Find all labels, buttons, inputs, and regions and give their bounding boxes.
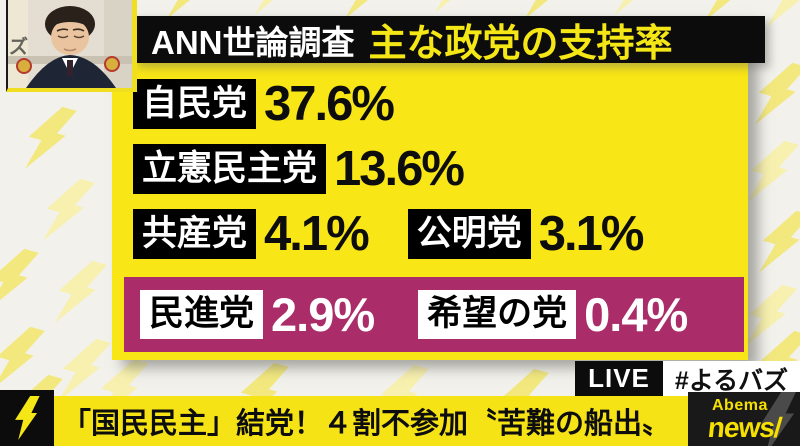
party-value-komeito: 3.1% bbox=[538, 207, 645, 261]
poll-source-label: ANN世論調査 bbox=[151, 23, 355, 61]
poll-title: 主な政党の支持率 bbox=[368, 23, 673, 65]
ticker-headline: 「国民民主」結党！４割不参加〝苦難の船出〟 bbox=[62, 408, 672, 440]
logo-lightning-bolt-icon bbox=[761, 392, 796, 446]
party-name-komeito: 公明党 bbox=[407, 208, 531, 260]
party-value-dp: 2.9% bbox=[271, 288, 375, 341]
poll-row-ldp: 自民党 37.6% bbox=[133, 76, 395, 132]
lightning-bolt-pattern bbox=[744, 284, 797, 347]
lightning-bolt-pattern bbox=[766, 0, 800, 27]
ticker-bolt-badge bbox=[0, 390, 54, 446]
poll-header-bar: ANN世論調査 主な政党の支持率 bbox=[133, 16, 765, 65]
lightning-bolt-pattern bbox=[54, 260, 107, 323]
party-name-jcp: 共産党 bbox=[133, 208, 257, 260]
lightning-bolt-pattern bbox=[166, 0, 219, 19]
lightning-bolt-pattern bbox=[24, 106, 77, 169]
lightning-bolt-icon bbox=[15, 396, 40, 440]
video-thumbnail: ズ bbox=[6, 0, 137, 92]
lightning-bolt-pattern bbox=[746, 140, 799, 203]
ticker-bar bbox=[0, 396, 800, 446]
party-value-kibo: 0.4% bbox=[584, 288, 688, 341]
party-value-jcp: 4.1% bbox=[264, 207, 370, 261]
party-name-ldp: 自民党 bbox=[133, 78, 257, 130]
party-value-ldp: 37.6% bbox=[264, 77, 395, 131]
lightning-bolt-pattern bbox=[344, 0, 397, 19]
lightning-bolt-pattern bbox=[0, 248, 39, 311]
hashtag-label: #よるバズ bbox=[663, 361, 800, 396]
lightning-bolt-pattern bbox=[0, 326, 45, 389]
live-badge: LIVE bbox=[575, 361, 663, 396]
lightning-bolt-pattern bbox=[42, 178, 95, 241]
lightning-bolt-pattern bbox=[704, 0, 757, 21]
poll-row-cdp: 立憲民主党 13.6% bbox=[133, 141, 465, 197]
poll-row-jcp-komeito: 共産党 4.1% 公明党 3.1% bbox=[133, 206, 645, 262]
studio-guest-illustration bbox=[8, 0, 132, 88]
lightning-bolt-pattern bbox=[58, 338, 111, 401]
logo-text-news: news/ bbox=[706, 412, 783, 443]
lightning-bolt-pattern bbox=[758, 210, 800, 273]
logo-text-abema: Abema bbox=[712, 397, 768, 414]
lightning-bolt-pattern bbox=[754, 62, 800, 125]
lightning-bolt-pattern bbox=[524, 0, 577, 19]
party-name-cdp: 立憲民主党 bbox=[133, 143, 327, 195]
abema-news-logo: Abema news/ bbox=[688, 392, 800, 446]
party-name-dp: 民進党 bbox=[140, 290, 264, 339]
party-name-kibo: 希望の党 bbox=[418, 290, 577, 339]
poll-row-highlight-dp-kibo: 民進党 2.9% 希望の党 0.4% bbox=[124, 277, 744, 352]
party-value-cdp: 13.6% bbox=[334, 142, 465, 196]
studio-background-text: ズ bbox=[9, 37, 29, 58]
